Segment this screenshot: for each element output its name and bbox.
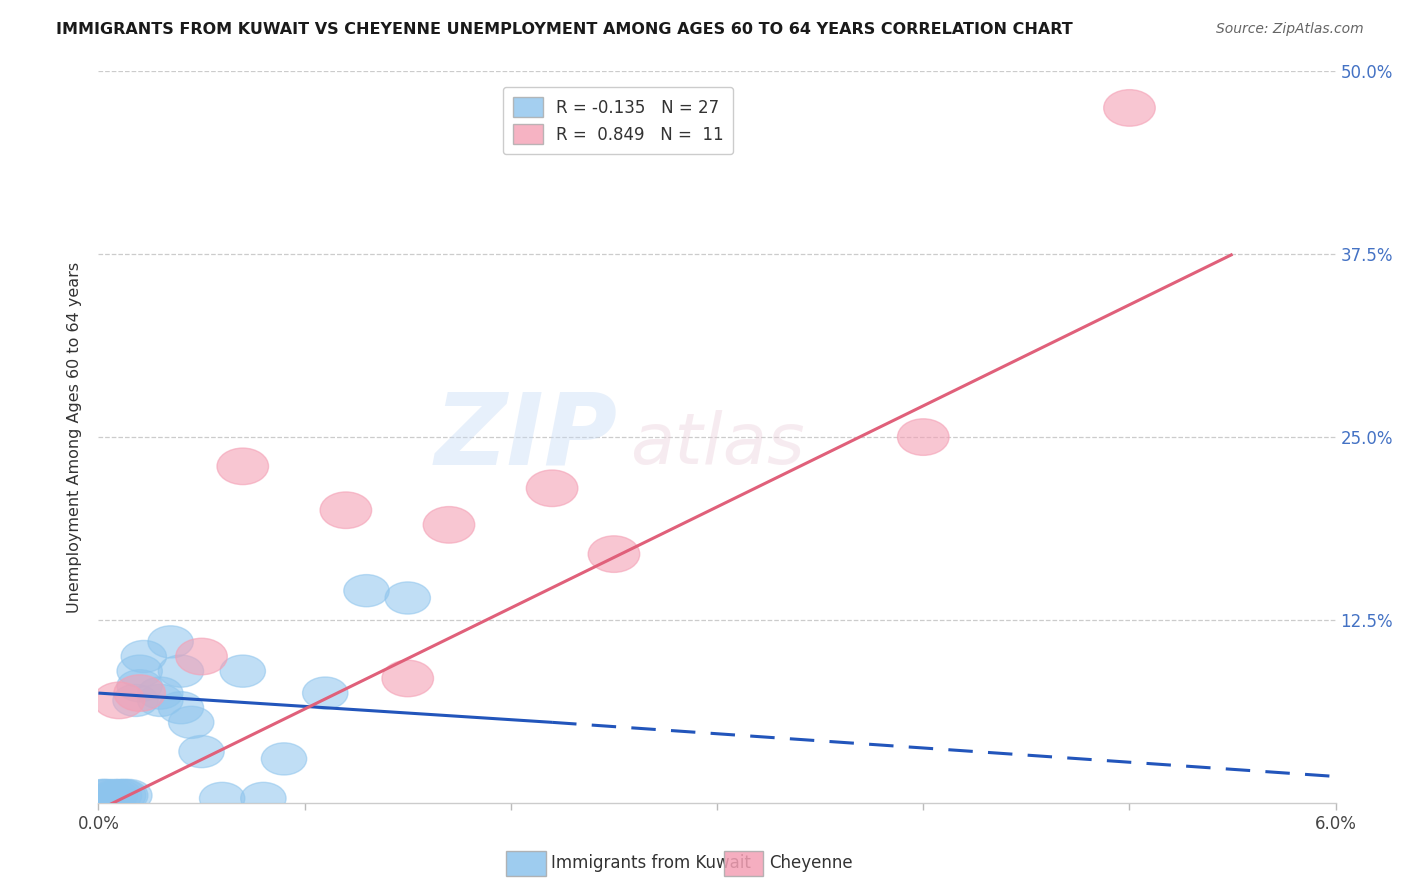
Ellipse shape (138, 684, 183, 716)
Ellipse shape (159, 691, 204, 723)
Ellipse shape (97, 780, 142, 812)
Ellipse shape (117, 655, 162, 687)
Ellipse shape (176, 639, 228, 674)
Ellipse shape (93, 682, 145, 719)
Ellipse shape (385, 582, 430, 614)
Ellipse shape (86, 780, 131, 812)
Ellipse shape (321, 492, 371, 528)
Ellipse shape (103, 780, 148, 812)
Text: Immigrants from Kuwait: Immigrants from Kuwait (551, 855, 751, 872)
Text: IMMIGRANTS FROM KUWAIT VS CHEYENNE UNEMPLOYMENT AMONG AGES 60 TO 64 YEARS CORREL: IMMIGRANTS FROM KUWAIT VS CHEYENNE UNEMP… (56, 22, 1073, 37)
Ellipse shape (82, 780, 128, 812)
Text: Cheyenne: Cheyenne (769, 855, 852, 872)
Ellipse shape (80, 780, 125, 812)
Ellipse shape (423, 507, 475, 543)
Ellipse shape (114, 674, 166, 712)
Text: atlas: atlas (630, 410, 806, 479)
Ellipse shape (90, 782, 135, 814)
Legend: R = -0.135   N = 27, R =  0.849   N =  11: R = -0.135 N = 27, R = 0.849 N = 11 (502, 87, 734, 154)
Ellipse shape (382, 660, 433, 697)
Ellipse shape (302, 677, 347, 709)
Ellipse shape (148, 626, 193, 658)
Ellipse shape (107, 780, 152, 812)
Ellipse shape (344, 574, 389, 607)
Ellipse shape (200, 782, 245, 814)
Ellipse shape (217, 448, 269, 484)
Ellipse shape (179, 736, 224, 768)
Ellipse shape (897, 419, 949, 456)
Ellipse shape (588, 536, 640, 573)
Ellipse shape (138, 677, 183, 709)
Ellipse shape (221, 655, 266, 687)
Ellipse shape (526, 470, 578, 507)
Ellipse shape (169, 706, 214, 739)
Ellipse shape (240, 782, 285, 814)
Ellipse shape (100, 780, 146, 812)
Ellipse shape (93, 780, 138, 812)
Text: Source: ZipAtlas.com: Source: ZipAtlas.com (1216, 22, 1364, 37)
Ellipse shape (262, 743, 307, 775)
Ellipse shape (1104, 90, 1156, 126)
Ellipse shape (121, 640, 166, 673)
Y-axis label: Unemployment Among Ages 60 to 64 years: Unemployment Among Ages 60 to 64 years (67, 261, 83, 613)
Ellipse shape (112, 684, 159, 716)
Text: ZIP: ZIP (434, 389, 619, 485)
Ellipse shape (159, 655, 204, 687)
Ellipse shape (117, 670, 162, 702)
